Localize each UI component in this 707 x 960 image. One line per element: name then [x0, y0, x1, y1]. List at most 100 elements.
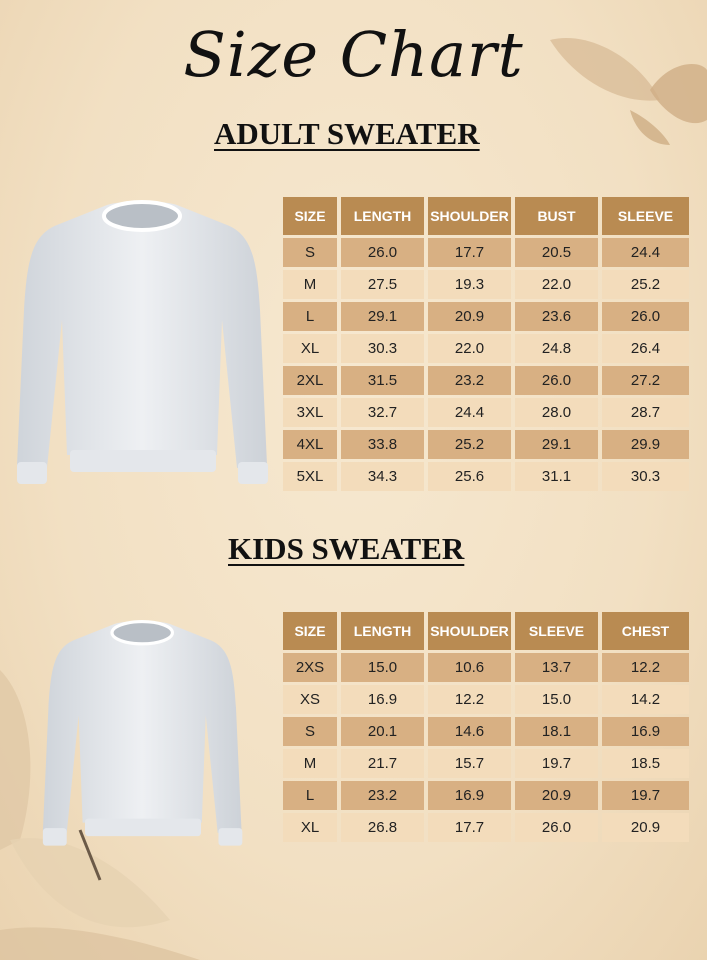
measurement-cell: 19.7: [602, 781, 689, 810]
measurement-cell: 32.7: [341, 398, 424, 427]
table-row: 2XS 15.0 10.6 13.7 12.2: [283, 653, 689, 682]
size-cell: S: [283, 717, 337, 746]
table-row: L 29.1 20.9 23.6 26.0: [283, 302, 689, 331]
table-row: M 21.7 15.7 19.7 18.5: [283, 749, 689, 778]
column-header: LENGTH: [341, 612, 424, 650]
measurement-cell: 26.0: [515, 366, 598, 395]
measurement-cell: 15.0: [515, 685, 598, 714]
measurement-cell: 34.3: [341, 462, 424, 491]
measurement-cell: 25.2: [602, 270, 689, 299]
column-header: SIZE: [283, 612, 337, 650]
column-header: LENGTH: [341, 197, 424, 235]
measurement-cell: 17.7: [428, 813, 511, 842]
measurement-cell: 30.3: [341, 334, 424, 363]
measurement-cell: 27.2: [602, 366, 689, 395]
size-cell: M: [283, 749, 337, 778]
measurement-cell: 20.1: [341, 717, 424, 746]
measurement-cell: 15.0: [341, 653, 424, 682]
measurement-cell: 16.9: [602, 717, 689, 746]
size-cell: 4XL: [283, 430, 337, 459]
measurement-cell: 12.2: [428, 685, 511, 714]
measurement-cell: 14.2: [602, 685, 689, 714]
measurement-cell: 22.0: [515, 270, 598, 299]
measurement-cell: 29.1: [341, 302, 424, 331]
size-cell: 2XL: [283, 366, 337, 395]
size-cell: L: [283, 781, 337, 810]
measurement-cell: 20.5: [515, 238, 598, 267]
size-cell: M: [283, 270, 337, 299]
dried-leaf-decoration-bottom: [0, 670, 200, 960]
measurement-cell: 20.9: [602, 813, 689, 842]
measurement-cell: 30.3: [602, 462, 689, 491]
adult-size-table: SIZE LENGTH SHOULDER BUST SLEEVE S 26.0 17…: [279, 194, 693, 494]
table-row: 4XL 33.8 25.2 29.1 29.9: [283, 430, 689, 459]
measurement-cell: 20.9: [515, 781, 598, 810]
measurement-cell: 19.7: [515, 749, 598, 778]
size-cell: 3XL: [283, 398, 337, 427]
measurement-cell: 10.6: [428, 653, 511, 682]
adult-sweater-image: [17, 200, 268, 484]
measurement-cell: 26.0: [515, 813, 598, 842]
table-row: 3XL 32.7 24.4 28.0 28.7: [283, 398, 689, 427]
size-cell: XL: [283, 813, 337, 842]
page-title: Size Chart: [183, 18, 524, 91]
kids-sweater-image: [42, 620, 243, 846]
measurement-cell: 25.2: [428, 430, 511, 459]
size-cell: XL: [283, 334, 337, 363]
size-cell: XS: [283, 685, 337, 714]
kids-heading: KIDS SWEATER: [228, 531, 465, 566]
table-row: XL 26.8 17.7 26.0 20.9: [283, 813, 689, 842]
measurement-cell: 26.8: [341, 813, 424, 842]
measurement-cell: 31.1: [515, 462, 598, 491]
measurement-cell: 26.4: [602, 334, 689, 363]
measurement-cell: 16.9: [341, 685, 424, 714]
measurement-cell: 13.7: [515, 653, 598, 682]
measurement-cell: 31.5: [341, 366, 424, 395]
measurement-cell: 26.0: [341, 238, 424, 267]
adult-heading: ADULT SWEATER: [214, 116, 480, 151]
column-header: SHOULDER: [428, 612, 511, 650]
measurement-cell: 19.3: [428, 270, 511, 299]
measurement-cell: 21.7: [341, 749, 424, 778]
measurement-cell: 25.6: [428, 462, 511, 491]
column-header: CHEST: [602, 612, 689, 650]
dried-leaf-decoration-top: [550, 38, 707, 145]
measurement-cell: 17.7: [428, 238, 511, 267]
size-cell: 2XS: [283, 653, 337, 682]
table-row: 5XL 34.3 25.6 31.1 30.3: [283, 462, 689, 491]
table-row: XL 30.3 22.0 24.8 26.4: [283, 334, 689, 363]
measurement-cell: 26.0: [602, 302, 689, 331]
column-header: SIZE: [283, 197, 337, 235]
column-header: SLEEVE: [515, 612, 598, 650]
measurement-cell: 33.8: [341, 430, 424, 459]
table-header-row: SIZE LENGTH SHOULDER BUST SLEEVE: [283, 197, 689, 235]
measurement-cell: 22.0: [428, 334, 511, 363]
measurement-cell: 29.9: [602, 430, 689, 459]
measurement-cell: 24.4: [602, 238, 689, 267]
measurement-cell: 27.5: [341, 270, 424, 299]
table-row: S 26.0 17.7 20.5 24.4: [283, 238, 689, 267]
measurement-cell: 12.2: [602, 653, 689, 682]
column-header: SLEEVE: [602, 197, 689, 235]
measurement-cell: 20.9: [428, 302, 511, 331]
measurement-cell: 29.1: [515, 430, 598, 459]
measurement-cell: 15.7: [428, 749, 511, 778]
table-row: XS 16.9 12.2 15.0 14.2: [283, 685, 689, 714]
measurement-cell: 24.8: [515, 334, 598, 363]
size-cell: L: [283, 302, 337, 331]
table-row: L 23.2 16.9 20.9 19.7: [283, 781, 689, 810]
table-row: S 20.1 14.6 18.1 16.9: [283, 717, 689, 746]
kids-size-table: SIZE LENGTH SHOULDER SLEEVE CHEST 2XS 15.…: [279, 609, 693, 845]
measurement-cell: 23.2: [428, 366, 511, 395]
measurement-cell: 18.1: [515, 717, 598, 746]
measurement-cell: 18.5: [602, 749, 689, 778]
measurement-cell: 14.6: [428, 717, 511, 746]
table-row: M 27.5 19.3 22.0 25.2: [283, 270, 689, 299]
size-cell: S: [283, 238, 337, 267]
size-cell: 5XL: [283, 462, 337, 491]
column-header: BUST: [515, 197, 598, 235]
measurement-cell: 23.6: [515, 302, 598, 331]
column-header: SHOULDER: [428, 197, 511, 235]
measurement-cell: 24.4: [428, 398, 511, 427]
measurement-cell: 16.9: [428, 781, 511, 810]
